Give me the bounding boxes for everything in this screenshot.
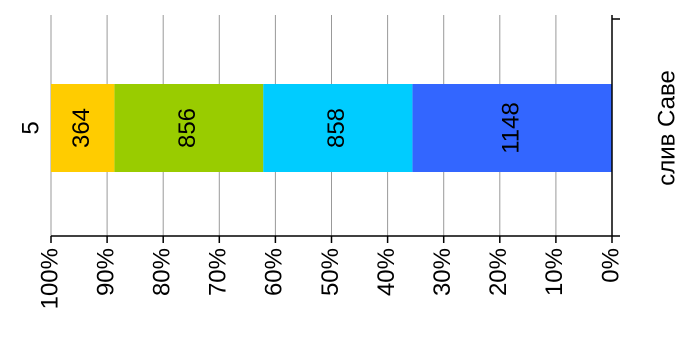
tick-label: 40% — [373, 248, 400, 296]
segment-labels: 1148 858 856 364 — [68, 102, 525, 154]
bar-segment-1 — [263, 84, 413, 172]
segment-value-label-1: 858 — [323, 108, 350, 148]
bar-segments — [51, 84, 612, 172]
axis — [50, 15, 620, 243]
tick-label: 70% — [205, 248, 232, 296]
bar-segment-0 — [412, 84, 612, 172]
tick-label: 100% — [36, 248, 63, 309]
tick-label: 0% — [597, 248, 624, 283]
tick-label: 30% — [429, 248, 456, 296]
tick-label: 20% — [485, 248, 512, 296]
tick-label: 10% — [541, 248, 568, 296]
tick-label: 60% — [261, 248, 288, 296]
tick-labels: 0% 10% 20% 30% 40% 50% 60% 70% 80% 90% 100% — [36, 248, 624, 309]
segment-value-label-0: 1148 — [498, 102, 525, 154]
tick-label: 80% — [149, 248, 176, 296]
category-label: 5 — [17, 121, 44, 134]
side-label: слив Саве — [653, 70, 680, 186]
bar-segment-3 — [51, 84, 115, 172]
segment-value-label-2: 856 — [174, 108, 201, 148]
tick-label: 50% — [317, 248, 344, 296]
segment-value-label-3: 364 — [68, 108, 95, 148]
bar-segment-2 — [114, 84, 264, 172]
tick-label: 90% — [92, 248, 119, 296]
